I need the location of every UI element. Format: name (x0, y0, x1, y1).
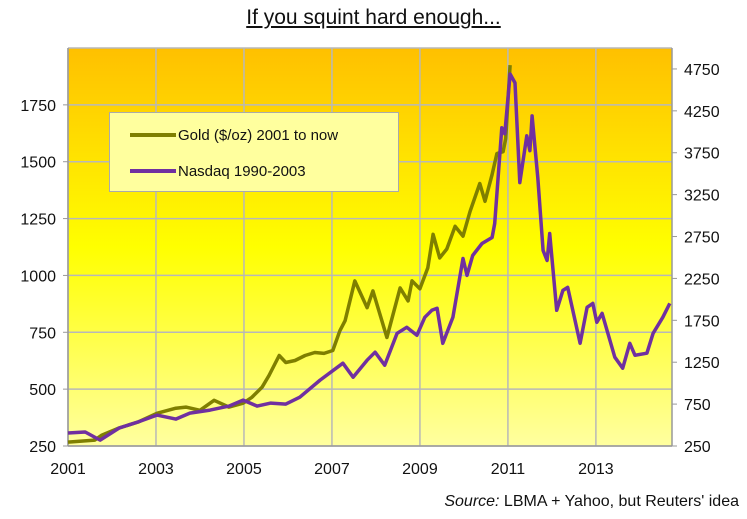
y-tick-label: 1750 (20, 98, 56, 115)
legend-swatch-nasdaq (130, 169, 176, 173)
y2-tick-label: 4750 (684, 62, 720, 79)
source-note: Source: LBMA + Yahoo, but Reuters' idea (444, 493, 739, 511)
axes: 2001 2003 2005 2007 2009 2011 2013 250 500 750 100… (20, 48, 720, 478)
x-tick-label: 2001 (50, 461, 86, 478)
y-tick-label: 500 (29, 382, 56, 399)
source-prefix: Source: (444, 493, 500, 510)
y2-tick-label: 2750 (684, 230, 720, 247)
y2-tick-label: 3250 (684, 188, 720, 205)
x-tick-label: 2007 (314, 461, 350, 478)
source-text: LBMA + Yahoo, but Reuters' idea (499, 493, 739, 510)
y-tick-label: 1500 (20, 155, 56, 172)
x-tick-label: 2003 (138, 461, 174, 478)
x-tick-label: 2005 (226, 461, 262, 478)
y-tick-label: 750 (29, 325, 56, 342)
y-tick-label: 1250 (20, 212, 56, 229)
y-tick-label: 250 (29, 439, 56, 456)
y2-tick-label: 3750 (684, 146, 720, 163)
legend-item-nasdaq: Nasdaq 1990-2003 (130, 161, 306, 181)
legend-swatch-gold (130, 133, 176, 137)
chart-title: If you squint hard enough... (246, 6, 501, 29)
y2-tick-label: 2250 (684, 271, 720, 288)
x-tick-label: 2013 (578, 461, 614, 478)
legend-item-gold: Gold ($/oz) 2001 to now (130, 125, 338, 145)
nasdaq-line (67, 72, 672, 442)
x-tick-label: 2011 (491, 461, 526, 478)
y2-tick-label: 750 (684, 397, 711, 414)
plot-area (68, 48, 672, 446)
y2-tick-label: 1250 (684, 355, 720, 372)
y2-tick-label: 1750 (684, 313, 720, 330)
x-tick-label: 2009 (402, 461, 438, 478)
y-tick-label: 1000 (20, 268, 56, 285)
y2-tick-label: 250 (684, 439, 711, 456)
legend-label-nasdaq: Nasdaq 1990-2003 (178, 162, 306, 180)
legend-label-gold: Gold ($/oz) 2001 to now (178, 126, 339, 144)
y2-tick-label: 4250 (684, 104, 720, 121)
legend: Gold ($/oz) 2001 to now Nasdaq 1990-2003 (109, 112, 399, 192)
gold-line (67, 64, 512, 444)
series-lines (67, 64, 672, 444)
